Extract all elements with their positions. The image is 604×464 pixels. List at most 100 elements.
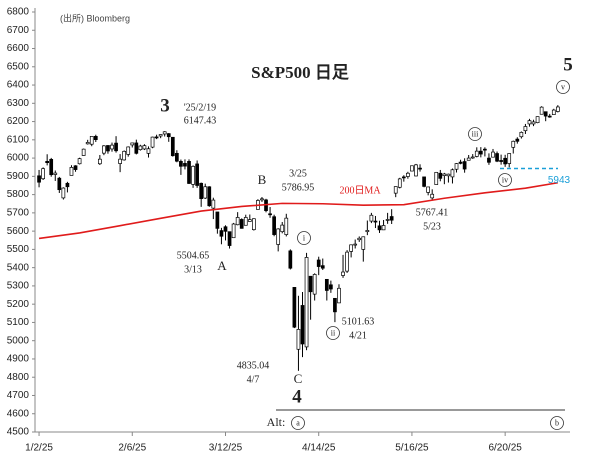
candle-body [535,116,540,124]
candle-body [385,219,390,221]
annotation: 4 [292,386,302,407]
y-tick-label: 6400 [7,80,30,91]
candle-body [341,271,345,276]
candle-body [41,168,45,180]
annotation: 5/23 [423,221,441,232]
candle-body [324,278,329,291]
y-tick-label: 6000 [7,153,30,164]
candle-body [284,217,289,235]
candle-body [491,151,495,158]
candle-body [126,146,131,155]
candle-body [97,158,102,165]
annotation: '25/2/19 [184,102,216,113]
candle-body [357,237,362,241]
candle-body [483,148,487,151]
candle-body [61,187,66,199]
y-tick-label: 6800 [7,7,30,18]
candle-body [499,160,503,162]
candle-body [142,145,147,150]
candle-body [276,228,281,245]
y-tick-label: 4900 [7,354,30,365]
candle-body [300,305,305,345]
candle-body [219,230,224,237]
candle-body [114,142,118,152]
candle-body [296,329,301,350]
candle-body [393,186,398,194]
candle-body [211,199,216,209]
wave-label: i [303,233,306,242]
candle-body [260,198,264,201]
y-tick-label: 6500 [7,61,30,72]
candle-body [353,243,358,246]
candle-body [146,148,151,154]
candle-body [272,216,276,235]
wave-circle [297,231,311,245]
y-tick-label: 4800 [7,372,30,383]
candle-body [175,152,179,162]
candle-body [81,148,86,156]
candle-body [227,231,232,246]
candle-body [401,176,406,179]
candle-body [102,145,106,154]
candle-body [170,136,175,157]
candle-body [539,106,544,115]
x-tick-label: 3/12/25 [209,443,243,454]
wave-circle [468,127,482,141]
candle-body [150,136,155,148]
annotation: 4/21 [349,330,367,341]
wave-circle [291,416,305,430]
x-tick-label: 1/2/25 [25,443,53,454]
candle-body [410,165,414,172]
candle-body [154,136,159,139]
candle-body [430,193,435,199]
ma-line [38,181,558,240]
candle-body [45,161,50,164]
candle-body [207,186,212,207]
candle-body [426,186,430,193]
candle-body [337,287,341,304]
candle-body [458,161,463,164]
candle-body [89,136,94,145]
candle-body [183,163,187,167]
candle-body [507,153,512,164]
candle-body [523,126,528,132]
candle-body [446,173,451,177]
candle-body [495,153,499,162]
candle-body [345,251,349,272]
candle-body [377,225,382,231]
y-tick-label: 5700 [7,208,30,219]
annotation: 5 [563,54,573,75]
candle-body [93,136,98,140]
candle-body [555,106,560,112]
candle-body [414,164,418,177]
candle-body [292,287,297,328]
annotation: A [217,258,227,273]
candle-body [122,150,127,161]
candle-body [166,133,171,138]
candle-body [118,158,122,164]
wave-label: iii [472,129,479,138]
level-label: 5943 [548,175,571,186]
y-tick-label: 5500 [7,244,30,255]
y-tick-label: 4600 [7,408,30,419]
candle-body [239,219,244,229]
annotation: 3 [160,95,170,116]
candle-body [130,142,135,146]
candle-body [215,211,220,229]
candle-body [179,161,183,167]
annotation: 5101.63 [342,316,375,327]
y-tick-label: 5100 [7,317,30,328]
candle-body [474,150,479,157]
candle-body [195,163,199,186]
y-tick-label: 5400 [7,262,30,273]
candle-body [316,259,321,267]
candle-body [138,145,143,151]
y-tick-label: 6200 [7,116,30,127]
annotation: Alt: [267,415,286,429]
candle-body [243,217,248,226]
chart-title: S&P500 日足 [251,63,349,82]
candle-body [85,142,90,145]
candle-body [418,167,422,170]
candle-body [381,225,386,231]
annotation: 3/13 [184,264,202,275]
